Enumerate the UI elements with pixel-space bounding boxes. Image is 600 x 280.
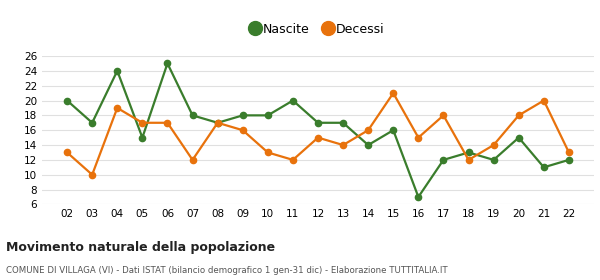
Decessi [440,114,447,117]
Nascite [415,195,422,199]
Nascite [113,69,121,73]
Nascite [189,114,196,117]
Decessi [340,143,347,147]
Decessi [164,121,171,124]
Decessi [365,129,372,132]
Text: Movimento naturale della popolazione: Movimento naturale della popolazione [6,241,275,254]
Decessi [113,106,121,110]
Text: COMUNE DI VILLAGA (VI) - Dati ISTAT (bilancio demografico 1 gen-31 dic) - Elabor: COMUNE DI VILLAGA (VI) - Dati ISTAT (bil… [6,266,448,275]
Nascite [515,136,523,139]
Line: Nascite: Nascite [64,60,572,200]
Decessi [565,151,572,154]
Nascite [389,129,397,132]
Nascite [440,158,447,162]
Decessi [389,91,397,95]
Decessi [189,158,196,162]
Decessi [465,158,472,162]
Nascite [139,136,146,139]
Decessi [540,99,547,102]
Nascite [239,114,247,117]
Decessi [415,136,422,139]
Nascite [214,121,221,124]
Decessi [214,121,221,124]
Decessi [89,173,96,176]
Legend: Nascite, Decessi: Nascite, Decessi [247,18,389,41]
Decessi [289,158,296,162]
Nascite [565,158,572,162]
Nascite [264,114,271,117]
Decessi [490,143,497,147]
Decessi [64,151,71,154]
Decessi [139,121,146,124]
Decessi [515,114,523,117]
Nascite [365,143,372,147]
Decessi [239,129,247,132]
Nascite [289,99,296,102]
Nascite [164,62,171,65]
Nascite [340,121,347,124]
Nascite [490,158,497,162]
Nascite [314,121,322,124]
Nascite [89,121,96,124]
Nascite [465,151,472,154]
Nascite [64,99,71,102]
Nascite [540,166,547,169]
Line: Decessi: Decessi [64,90,572,178]
Decessi [264,151,271,154]
Decessi [314,136,322,139]
